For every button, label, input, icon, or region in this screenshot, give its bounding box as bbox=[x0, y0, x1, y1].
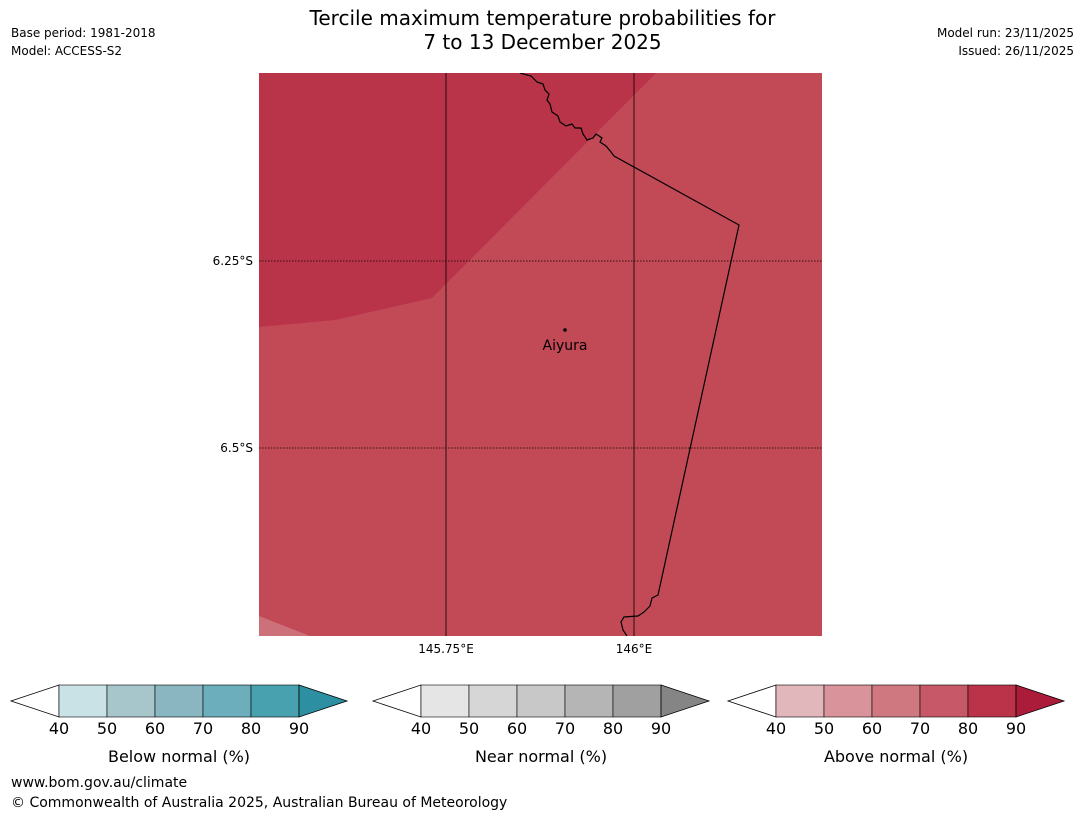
colorbars: 40 50 60 70 80 90 Below normal (%) 40 50 60 70 80 90… bbox=[9, 684, 1066, 766]
colorbar-above-normal-extend-low bbox=[726, 684, 777, 718]
colorbar-near-normal-tick-70: 70 bbox=[555, 719, 575, 738]
issued-text: Issued: 26/11/2025 bbox=[958, 44, 1074, 58]
map-area bbox=[259, 73, 822, 636]
colorbar-below-normal-segment-60 bbox=[154, 684, 204, 718]
colorbar-below-normal-segment-50 bbox=[106, 684, 156, 718]
colorbar-above-normal-tick-60: 60 bbox=[862, 719, 882, 738]
colorbar-above-normal-segment-70 bbox=[919, 684, 969, 718]
colorbar-above-normal: 40 50 60 70 80 90 Above normal (%) bbox=[726, 684, 1066, 766]
colorbar-below-normal-segment-40 bbox=[58, 684, 108, 718]
colorbar-below-normal-extend-low bbox=[9, 684, 60, 718]
map-title-line2: 7 to 13 December 2025 bbox=[423, 30, 662, 54]
colorbar-below-normal-extend-high bbox=[298, 684, 349, 718]
colorbar-near-normal-tick-80: 80 bbox=[603, 719, 623, 738]
colorbar-above-normal-segment-50 bbox=[823, 684, 873, 718]
place-marker bbox=[563, 328, 567, 332]
colorbar-near-normal-tick-60: 60 bbox=[507, 719, 527, 738]
colorbar-near-normal-segment-40 bbox=[420, 684, 470, 718]
colorbar-near-normal-segment-80 bbox=[612, 684, 662, 718]
colorbar-near-normal-segment-70 bbox=[564, 684, 614, 718]
region-above-60-70 bbox=[259, 616, 310, 636]
colorbar-below-normal-tick-60: 60 bbox=[145, 719, 165, 738]
model-text: Model: ACCESS-S2 bbox=[11, 44, 123, 58]
colorbar-below-normal-segment-80 bbox=[250, 684, 300, 718]
meta-left: Base period: 1981-2018 Model: ACCESS-S2 bbox=[11, 24, 156, 60]
colorbar-near-normal-tick-40: 40 bbox=[411, 719, 431, 738]
footer-website: www.bom.gov.au/climate bbox=[11, 775, 188, 791]
colorbar-above-normal-label: Above normal (%) bbox=[824, 747, 968, 766]
colorbar-below-normal-tick-50: 50 bbox=[97, 719, 117, 738]
colorbar-near-normal-tick-50: 50 bbox=[459, 719, 479, 738]
model-run-text: Model run: 23/11/2025 bbox=[936, 26, 1074, 40]
colorbar-near-normal-extend-low bbox=[371, 684, 422, 718]
colorbar-below-normal-segment-70 bbox=[202, 684, 252, 718]
meta-right: Model run: 23/11/2025 Issued: 26/11/2025 bbox=[937, 24, 1074, 60]
colorbar-above-normal-segment-80 bbox=[967, 684, 1017, 718]
colorbar-below-normal-label: Below normal (%) bbox=[108, 747, 250, 766]
colorbar-above-normal-tick-40: 40 bbox=[766, 719, 786, 738]
colorbar-above-normal-segment-60 bbox=[871, 684, 921, 718]
lon-label-145-75: 145.75°E bbox=[418, 642, 474, 656]
map-title-line1: Tercile maximum temperature probabilitie… bbox=[309, 6, 776, 30]
colorbar-near-normal: 40 50 60 70 80 90 Near normal (%) bbox=[371, 684, 711, 766]
colorbar-above-normal-tick-70: 70 bbox=[910, 719, 930, 738]
colorbar-near-normal-segment-50 bbox=[468, 684, 518, 718]
colorbar-below-normal: 40 50 60 70 80 90 Below normal (%) bbox=[9, 684, 349, 766]
colorbar-near-normal-segment-60 bbox=[516, 684, 566, 718]
province-boundary bbox=[519, 73, 740, 636]
place-label: Aiyura bbox=[543, 338, 588, 354]
base-period-text: Base period: 1981-2018 bbox=[11, 26, 156, 40]
colorbar-above-normal-segment-40 bbox=[775, 684, 825, 718]
colorbar-above-normal-tick-90: 90 bbox=[1006, 719, 1026, 738]
colorbar-below-normal-tick-70: 70 bbox=[193, 719, 213, 738]
colorbar-above-normal-extend-high bbox=[1015, 684, 1066, 718]
footer-copyright: © Commonwealth of Australia 2025, Austra… bbox=[11, 795, 508, 811]
lat-label-6-25: 6.25°S bbox=[213, 254, 253, 268]
colorbar-above-normal-tick-50: 50 bbox=[814, 719, 834, 738]
colorbar-above-normal-tick-80: 80 bbox=[958, 719, 978, 738]
map-title: Tercile maximum temperature probabilitie… bbox=[0, 6, 1085, 54]
region-above-80-90 bbox=[259, 73, 656, 327]
colorbar-near-normal-tick-90: 90 bbox=[651, 719, 671, 738]
colorbar-below-normal-tick-40: 40 bbox=[49, 719, 69, 738]
colorbar-below-normal-tick-90: 90 bbox=[289, 719, 309, 738]
colorbar-near-normal-extend-high bbox=[660, 684, 711, 718]
lat-label-6-5: 6.5°S bbox=[220, 441, 253, 455]
colorbar-below-normal-tick-80: 80 bbox=[241, 719, 261, 738]
lon-label-146: 146°E bbox=[616, 642, 653, 656]
colorbar-near-normal-label: Near normal (%) bbox=[475, 747, 607, 766]
